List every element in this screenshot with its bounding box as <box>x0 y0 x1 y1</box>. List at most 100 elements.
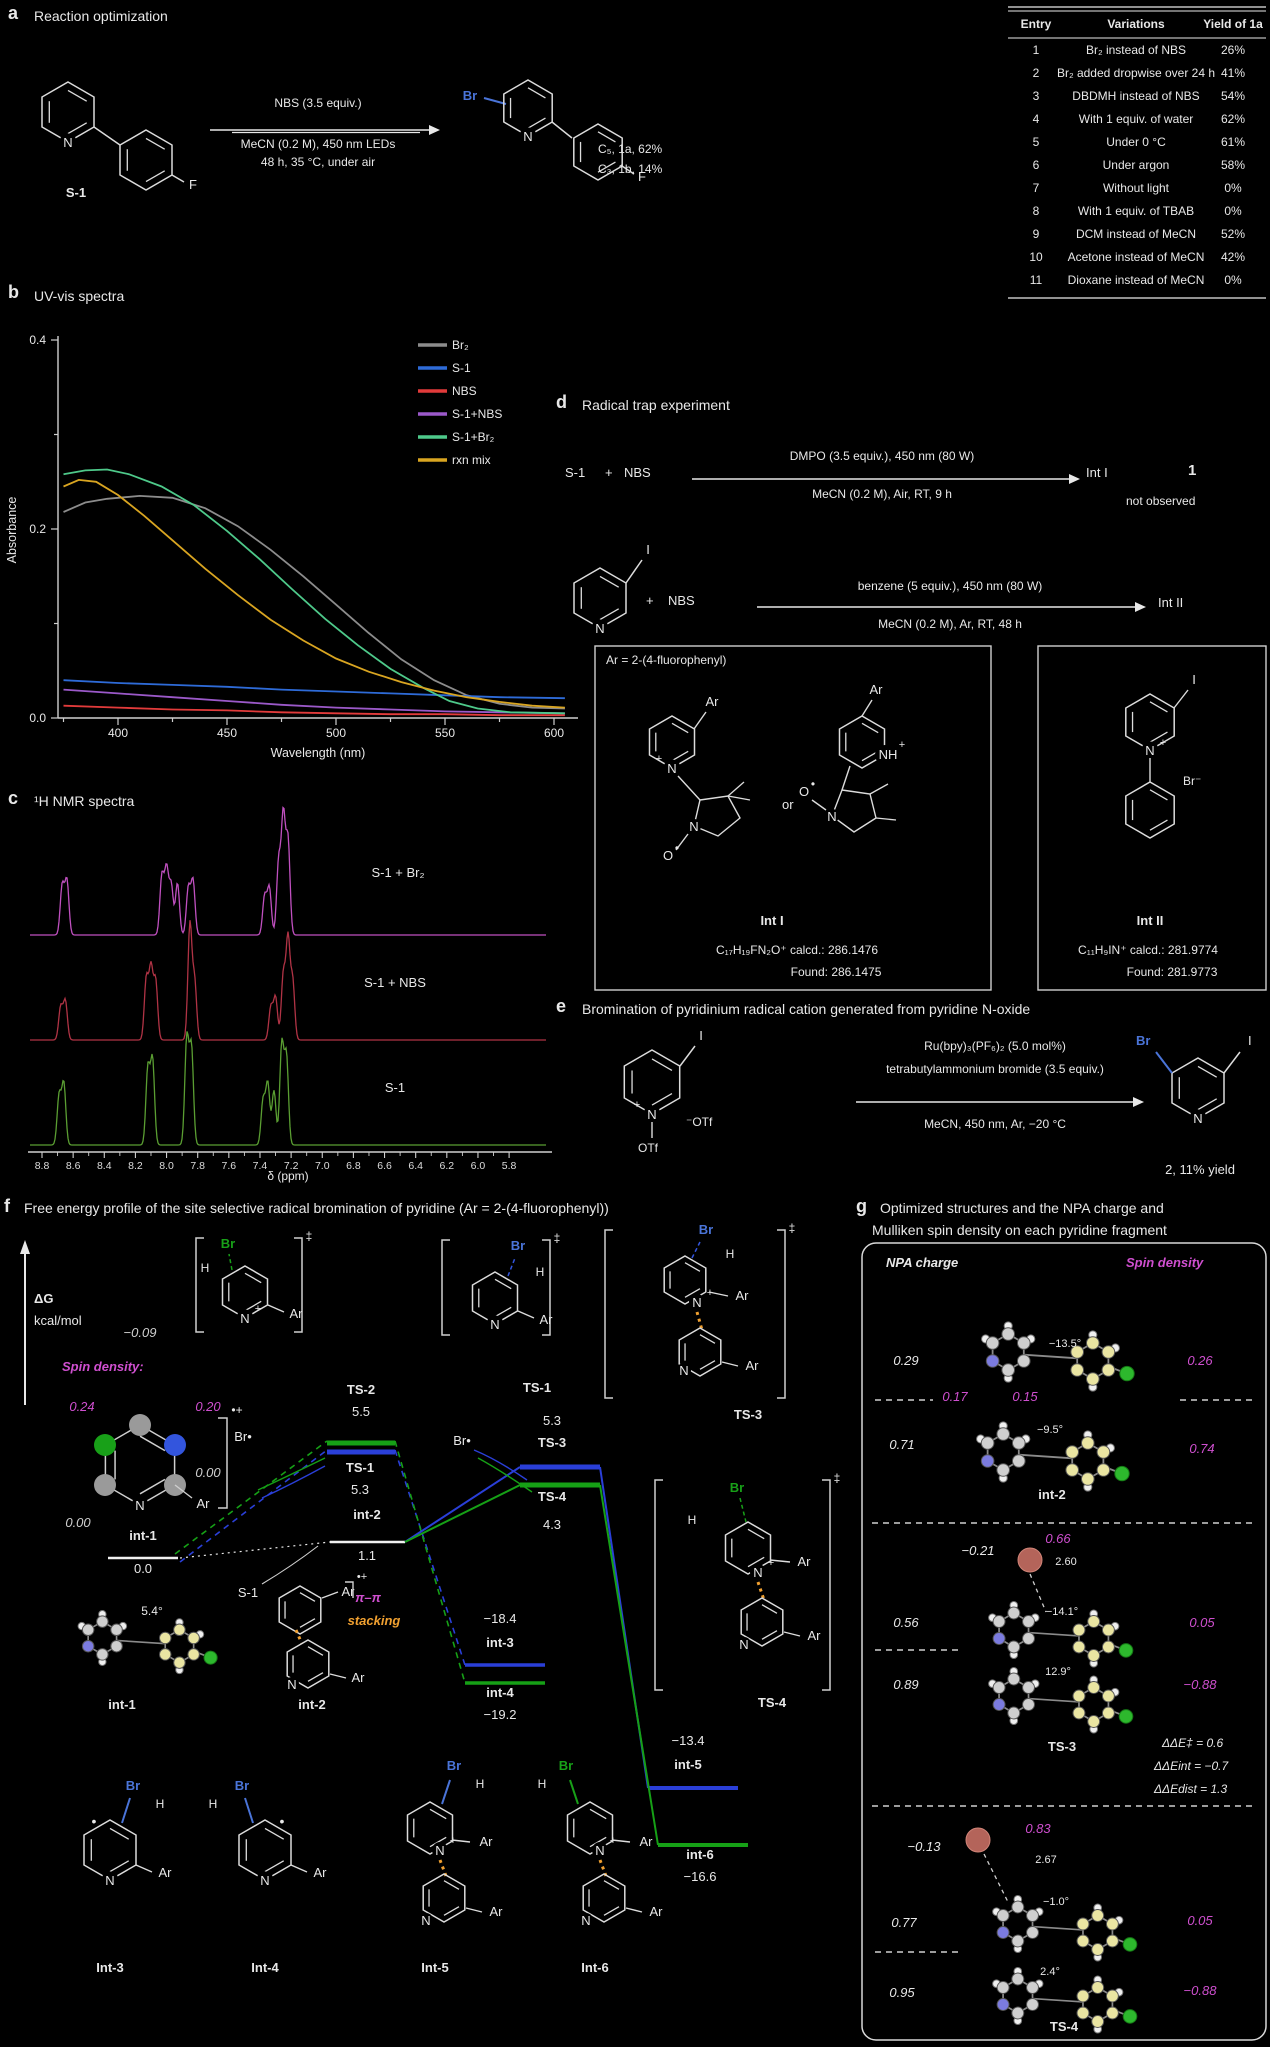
halogen-sphere <box>1114 1465 1130 1482</box>
c-highlight-sphere <box>1087 1649 1101 1662</box>
c-highlight-sphere <box>1081 1436 1095 1450</box>
pi-stack <box>598 1859 608 1877</box>
d-r1-result: 1 <box>1188 462 1197 479</box>
double-bond <box>244 1300 262 1312</box>
gmol-bond <box>1028 1631 1080 1637</box>
panel-f-title: Free energy profile of the site selectiv… <box>24 1200 609 1216</box>
table-cell: 0% <box>1224 181 1242 195</box>
g-int2-mid1: 0.17 <box>942 1389 968 1404</box>
halogen-sphere <box>1122 2009 1138 2024</box>
level-value-int-6: −16.6 <box>683 1869 717 1884</box>
c-highlight-sphere <box>1091 1943 1105 1956</box>
d-r1-bot: MeCN (0.2 M), Air, RT, 9 h <box>812 487 952 501</box>
c-sphere <box>996 1981 1010 1994</box>
atom-label-h: H <box>688 1513 697 1527</box>
bond <box>611 1839 631 1843</box>
c-sphere <box>1022 1681 1035 1694</box>
c-highlight-sphere <box>1076 1989 1090 2003</box>
bracket <box>822 1479 831 1691</box>
conn-dash-green-up <box>174 1440 328 1555</box>
d-box1-found: Found: 286.1475 <box>790 965 882 979</box>
charge-plus: + <box>899 739 905 751</box>
atom-label-o: O <box>799 784 809 799</box>
a-conditions-bot2: 48 h, 35 °C, under air <box>260 155 376 169</box>
nmr-trace-label-3: S-1 <box>384 1080 406 1095</box>
g-ts3-dihedral2: 12.9° <box>1045 1666 1071 1678</box>
table-header-2: Yield of 1a <box>1203 17 1263 31</box>
s1-caption: S-1 <box>65 185 87 200</box>
panel-c-title: ¹H NMR spectra <box>34 793 135 809</box>
panel-d-title: Radical trap experiment <box>582 397 730 413</box>
double-bond <box>139 1435 166 1452</box>
f-spin-right: 0.20 <box>195 1399 221 1414</box>
c-highlight-sphere <box>1086 1336 1100 1350</box>
br-dash <box>228 1253 233 1271</box>
panel-c-tag: c <box>8 788 19 808</box>
double-bond <box>603 1906 620 1916</box>
level-label-int-3: int-3 <box>486 1635 514 1650</box>
ring <box>119 129 173 191</box>
table-header-0: Entry <box>1020 17 1052 31</box>
d-r1-top: DMPO (3.5 equiv.), 450 nm (80 W) <box>789 449 975 463</box>
atom-label-ar: Ar <box>352 1670 366 1685</box>
double-bond <box>307 1672 324 1682</box>
nmr-trace-label-1: S-1 + Br₂ <box>371 865 425 880</box>
uv-xtick-label: 500 <box>326 726 346 740</box>
atom-label-br: Br <box>511 1238 525 1253</box>
atom-label-i: I <box>1192 672 1196 687</box>
s1-leader <box>261 1545 319 1585</box>
c-highlight-sphere <box>173 1623 186 1637</box>
a-conditions-top: NBS (3.5 equiv.) <box>274 96 362 110</box>
label-mask <box>663 759 681 777</box>
bracket <box>294 1237 303 1333</box>
atom-label-ar: Ar <box>650 1904 664 1919</box>
atom-label-n: N <box>1145 743 1154 758</box>
bond <box>1223 1051 1241 1074</box>
ring <box>838 715 886 769</box>
dagger: ‡ <box>306 1229 313 1243</box>
table-cell: 3 <box>1032 89 1040 103</box>
bond <box>861 699 873 717</box>
atom-label-n: N <box>421 1913 430 1928</box>
table-cell: DCM instead of MeCN <box>1075 227 1197 241</box>
bracket <box>345 1581 354 1598</box>
br-bond <box>244 1797 254 1824</box>
c-highlight-sphere <box>1076 1917 1090 1931</box>
atom-label-i: I <box>699 1028 703 1043</box>
e-yield: 2, 11% yield <box>1165 1162 1235 1177</box>
atom-label-i: I <box>646 542 650 557</box>
br-curve-2g <box>477 1457 533 1493</box>
table-cell: 7 <box>1032 181 1040 195</box>
atom-label-n: N <box>581 1913 590 1928</box>
gmol-bond <box>116 1639 166 1645</box>
double-bond <box>429 1808 447 1820</box>
ring <box>724 1521 772 1575</box>
methyl <box>727 795 751 801</box>
c-highlight-sphere <box>158 1631 172 1645</box>
uv-legend-label-0: Br₂ <box>452 338 469 352</box>
bond <box>551 121 573 139</box>
radical-cation: •+ <box>231 1403 242 1417</box>
c-highlight-sphere <box>1072 1689 1086 1703</box>
c-sphere <box>1011 1900 1025 1914</box>
atom-label-ar: Ar <box>798 1554 812 1569</box>
level-label-ts-3: TS-3 <box>537 1435 567 1450</box>
br-bond <box>483 97 507 105</box>
atom-label-ar: Ar <box>808 1628 822 1643</box>
atom-label-n: N <box>260 1873 269 1888</box>
gmol-bond <box>1023 1353 1078 1360</box>
c-sphere <box>996 1909 1010 1922</box>
bond <box>451 1839 471 1843</box>
gmol-bond <box>1028 1697 1080 1703</box>
panel-d-tag: d <box>556 392 567 412</box>
charge-plus: + <box>255 1303 261 1315</box>
g-ts3-energy-2: ΔΔEint = −0.7 <box>1154 1759 1229 1773</box>
atom-label-ar: Ar <box>540 1312 554 1327</box>
a-conditions-bot1: MeCN (0.2 M), 450 nm LEDs <box>240 137 396 151</box>
c-sphere <box>996 1427 1011 1441</box>
d-r2-product: Int II <box>1158 595 1184 610</box>
table-cell: 52% <box>1220 227 1246 241</box>
halogen-sphere <box>1119 1365 1135 1382</box>
nmr-tick-label: 6.2 <box>440 1160 455 1172</box>
uv-xtick-label: 400 <box>108 726 128 740</box>
